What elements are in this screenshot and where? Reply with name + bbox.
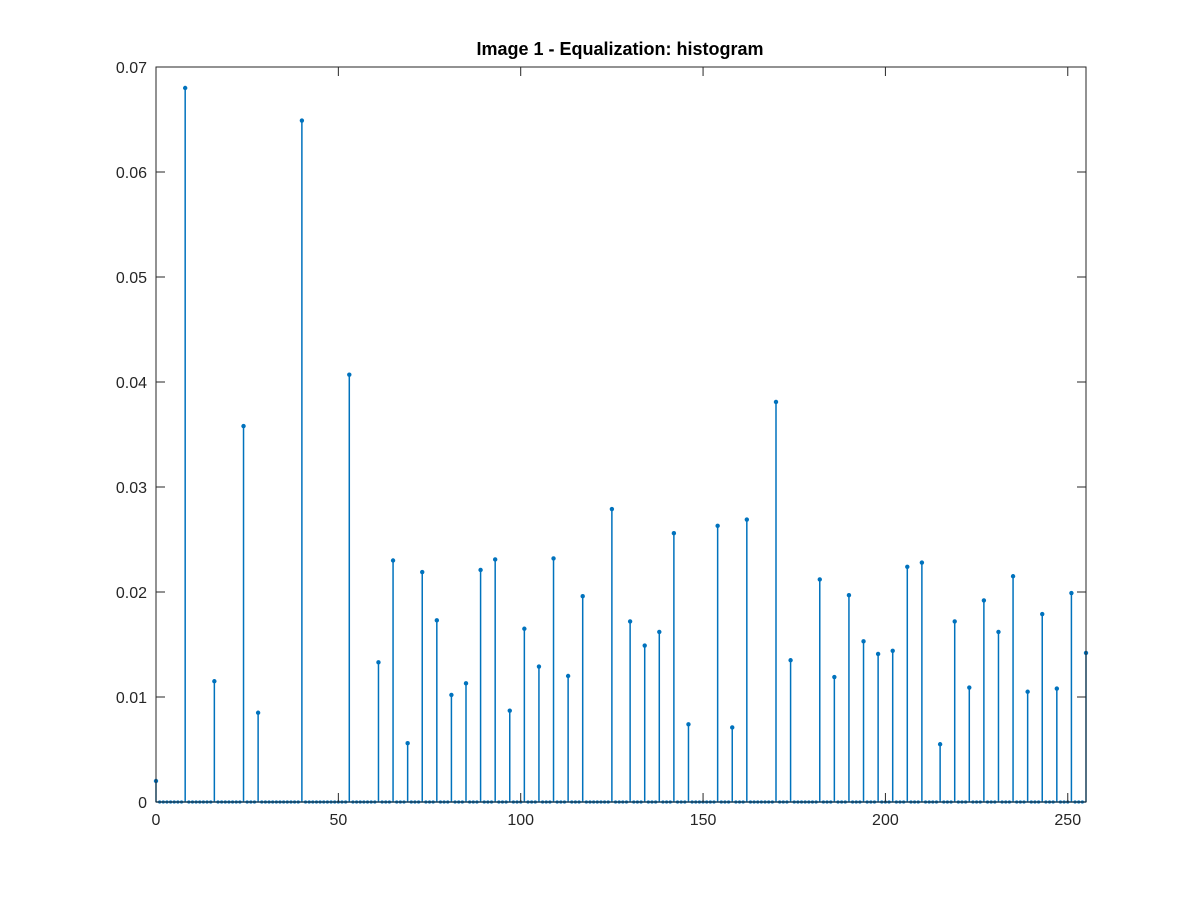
stem-marker	[492, 557, 498, 562]
stem-marker	[905, 564, 910, 569]
x-tick-label: 250	[1054, 812, 1081, 829]
y-tick-label: 0.04	[116, 375, 147, 392]
stem-marker	[1040, 611, 1045, 617]
stem-marker	[1025, 689, 1030, 694]
y-tick-label: 0.05	[116, 270, 147, 287]
stem-marker	[299, 118, 305, 123]
stem-marker	[744, 517, 750, 522]
stem-marker	[788, 658, 793, 663]
ticks-layer: 0 50 100 150 200 250 0 0.01 0.02 0.03 0.04 0.05 0.06…	[116, 60, 1086, 829]
stem-marker	[507, 708, 512, 713]
stems-layer	[153, 85, 1089, 803]
stem-marker	[376, 660, 381, 665]
x-tick-label: 200	[872, 812, 899, 829]
stem-marker	[347, 372, 352, 377]
stem-marker	[241, 423, 246, 429]
y-tick-label: 0.07	[116, 60, 147, 77]
x-tick-label: 150	[690, 812, 717, 829]
x-tick-label: 100	[507, 812, 534, 829]
stem-marker	[420, 569, 425, 575]
stem-marker	[522, 626, 527, 631]
stem-marker	[478, 567, 483, 573]
stem-marker	[671, 531, 677, 536]
stem-marker	[919, 560, 925, 565]
y-tick-label: 0.06	[116, 165, 147, 182]
stem-marker	[1069, 590, 1074, 596]
stem-marker	[609, 506, 615, 512]
stem-marker	[730, 725, 735, 730]
stem-marker	[715, 523, 720, 529]
x-tick-label: 0	[152, 812, 161, 829]
stem-marker	[890, 648, 895, 653]
stem-marker	[846, 592, 852, 598]
stem-marker	[996, 629, 1001, 635]
y-tick-label: 0.03	[116, 480, 147, 497]
stem-marker	[390, 558, 396, 563]
y-tick-label: 0	[138, 795, 147, 812]
chart-title: Image 1 - Equalization: histogram	[476, 39, 763, 59]
stem-marker	[657, 629, 662, 635]
stem-marker	[832, 674, 837, 680]
stem-marker	[405, 741, 410, 746]
stem-marker	[686, 722, 691, 727]
stem-marker	[627, 619, 633, 624]
stem-marker	[952, 619, 957, 624]
stem-marker	[875, 651, 881, 657]
stem-marker	[434, 618, 440, 623]
stem-marker	[463, 681, 469, 686]
stem-marker	[182, 85, 188, 91]
stem-marker	[1054, 686, 1060, 691]
y-tick-label: 0.01	[116, 690, 147, 707]
stem-marker	[255, 710, 261, 715]
stem-marker	[937, 742, 943, 747]
stem-marker	[580, 594, 585, 599]
stem-marker	[817, 577, 822, 582]
axes-box	[155, 66, 1087, 803]
stem-marker	[861, 639, 866, 644]
stem-marker	[551, 556, 556, 561]
x-tick-label: 50	[329, 812, 347, 829]
stem-marker	[967, 685, 972, 690]
stem-marker	[642, 643, 647, 648]
stem-marker	[212, 679, 217, 684]
stem-marker	[536, 664, 542, 669]
stem-marker	[981, 598, 987, 603]
y-tick-label: 0.02	[116, 585, 147, 602]
stem-marker	[773, 399, 779, 405]
stem-marker	[1010, 574, 1016, 579]
stem-marker	[449, 692, 454, 698]
stem-marker	[565, 673, 571, 679]
